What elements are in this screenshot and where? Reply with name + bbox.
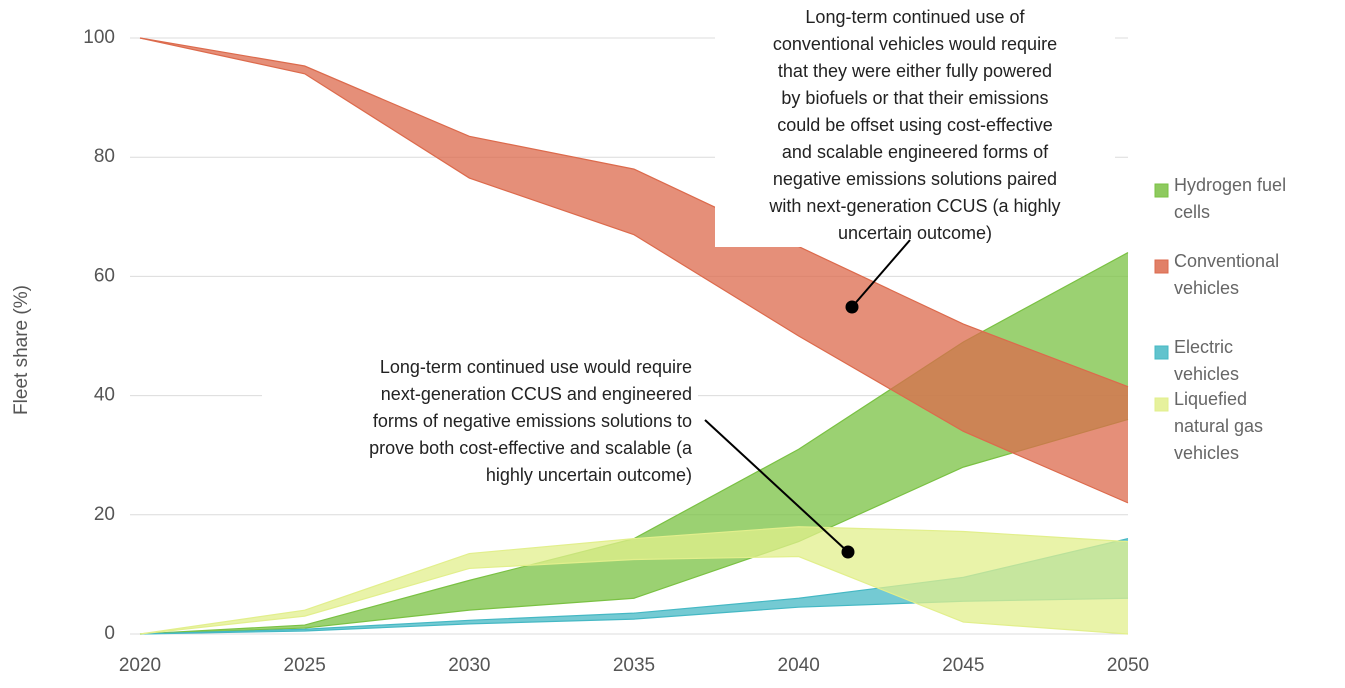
x-tick-label: 2050 bbox=[1107, 655, 1149, 676]
annotation-pointer bbox=[704, 419, 849, 553]
annotation-text: uncertain outcome) bbox=[838, 223, 992, 243]
x-tick-label: 2045 bbox=[942, 655, 984, 676]
x-tick-label: 2030 bbox=[448, 655, 490, 676]
annotation-text: Long-term continued use would require bbox=[380, 357, 692, 377]
legend-swatch bbox=[1154, 259, 1169, 274]
annotation-text: that they were either fully powered bbox=[778, 61, 1052, 81]
annotation-text: could be offset using cost-effective bbox=[777, 115, 1053, 135]
band-edge-high bbox=[139, 526, 1129, 635]
annotation-pointer bbox=[851, 239, 911, 308]
annotation-text: forms of negative emissions solutions to bbox=[373, 411, 692, 431]
y-tick-label: 100 bbox=[83, 27, 115, 48]
legend-label: Liquefied natural gas vehicles bbox=[1174, 389, 1263, 463]
x-tick-label: 2040 bbox=[778, 655, 820, 676]
annotation-text: with next-generation CCUS (a highly bbox=[768, 196, 1060, 216]
annotation-text: prove both cost-effective and scalable (… bbox=[369, 438, 693, 458]
annotation-dot bbox=[841, 545, 855, 559]
y-axis-label: Fleet share (%) bbox=[11, 285, 32, 415]
bands bbox=[139, 37, 1129, 635]
x-tick-label: 2020 bbox=[119, 655, 161, 676]
band-area bbox=[140, 38, 1128, 503]
annotation-text: negative emissions solutions paired bbox=[773, 169, 1057, 189]
x-tick-label: 2035 bbox=[613, 655, 655, 676]
y-tick-label: 40 bbox=[94, 385, 115, 406]
annotation-text: highly uncertain outcome) bbox=[486, 465, 692, 485]
legend-swatch bbox=[1154, 345, 1169, 360]
x-tick-label: 2025 bbox=[284, 655, 326, 676]
annotation-text: next-generation CCUS and engineered bbox=[381, 384, 692, 404]
y-tick-label: 0 bbox=[104, 623, 115, 644]
annotation-text: and scalable engineered forms of bbox=[782, 142, 1049, 162]
legend-swatch bbox=[1154, 183, 1169, 198]
band-edge-low bbox=[139, 418, 1129, 635]
annotation-bg bbox=[715, 4, 1115, 247]
band-edge-high bbox=[139, 37, 1129, 388]
annotation-text: by biofuels or that their emissions bbox=[781, 88, 1048, 108]
band-edge-low bbox=[139, 555, 1129, 635]
legend-label: Conventional vehicles bbox=[1174, 251, 1279, 298]
legend-swatch bbox=[1154, 397, 1169, 412]
y-tick-label: 20 bbox=[94, 504, 115, 525]
legend: Hydrogen fuel cells Conventional vehicles El… bbox=[1154, 175, 1286, 463]
y-tick-label: 60 bbox=[94, 265, 115, 286]
y-tick-label: 80 bbox=[94, 146, 115, 167]
annotation-dot bbox=[845, 300, 859, 314]
annotations: Long-term continued use of conventional v… bbox=[262, 4, 1115, 559]
legend-label: Electric vehicles bbox=[1174, 337, 1239, 384]
annotation-bg bbox=[262, 354, 698, 489]
band-area bbox=[140, 526, 1128, 634]
annotation-text: Long-term continued use of bbox=[805, 7, 1025, 27]
annotation-text: conventional vehicles would require bbox=[773, 34, 1057, 54]
legend-label: Hydrogen fuel cells bbox=[1174, 175, 1286, 222]
band-edge-low bbox=[139, 37, 1129, 504]
